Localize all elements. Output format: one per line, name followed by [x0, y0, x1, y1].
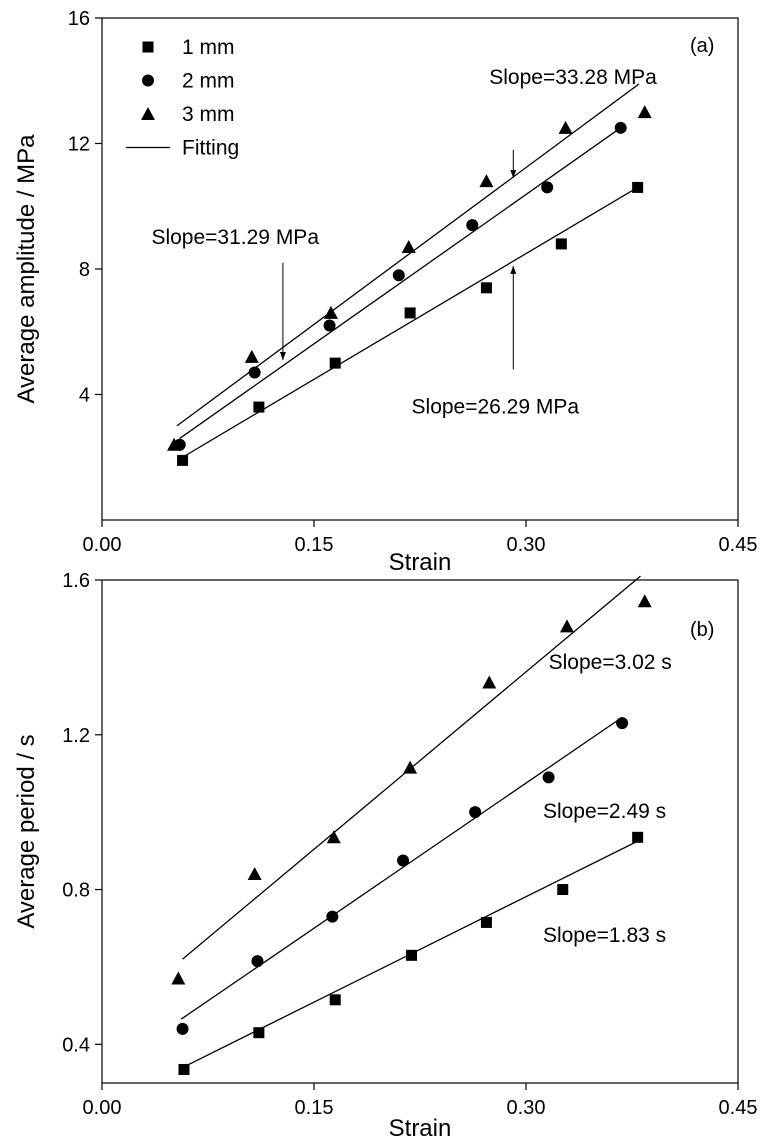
data-point	[253, 401, 265, 413]
data-point	[558, 120, 573, 134]
x-tick-label: 0.45	[719, 534, 758, 556]
x-tick-label: 0.00	[83, 534, 122, 556]
data-point	[406, 949, 418, 961]
x-tick-label: 0.30	[507, 534, 546, 556]
fit-line	[179, 127, 622, 439]
legend-label: 3 mm	[182, 103, 235, 126]
chart-panel-a: 0.00 0.15 0.30 0.45 4 8 12 16 Strain Average ampl…	[13, 8, 757, 576]
fit-line	[176, 83, 640, 427]
data-point	[479, 174, 494, 188]
slope-annotation: Slope=33.28 MPa	[489, 66, 657, 89]
slope-annotation: Slope=31.29 MPa	[151, 226, 319, 249]
data-point	[480, 916, 492, 928]
y-tick-label: 1.2	[62, 725, 90, 747]
annotation-arrow-head	[279, 351, 286, 360]
data-point	[248, 366, 261, 379]
y-tick-label: 1.6	[62, 570, 90, 592]
y-axis-label: Average amplitude / MPa	[13, 134, 40, 404]
data-point	[632, 181, 644, 193]
data-point	[244, 349, 259, 363]
data-point	[401, 240, 416, 254]
data-point	[167, 437, 182, 451]
series-1-mm	[177, 181, 644, 466]
data-point	[329, 357, 341, 369]
legend: 1 mm 2 mm 3 mm Fitting	[126, 36, 239, 160]
data-point	[555, 238, 567, 250]
legend-marker	[142, 74, 154, 87]
x-axis-label: Strain	[389, 549, 452, 576]
data-point	[557, 884, 569, 896]
y-tick-label: 12	[68, 134, 90, 156]
data-point	[323, 305, 338, 319]
y-tick-label: 8	[79, 259, 90, 281]
data-point	[329, 994, 341, 1006]
legend-label: Fitting	[182, 137, 239, 160]
x-axis-label: Strain	[389, 1115, 452, 1142]
data-point	[404, 307, 416, 319]
annotation-arrow-head	[510, 170, 517, 179]
data-point	[482, 675, 497, 689]
data-point	[251, 955, 264, 968]
data-point	[247, 867, 262, 881]
data-point	[403, 760, 418, 774]
data-point	[559, 619, 574, 633]
data-point	[616, 717, 629, 730]
y-tick-label: 16	[68, 8, 90, 30]
legend-label: 2 mm	[182, 70, 235, 93]
data-point	[397, 854, 410, 867]
slope-annotation: Slope=1.83 s	[543, 924, 666, 947]
legend-entry: 1 mm	[142, 36, 235, 59]
slope-annotation: Slope=26.29 MPa	[412, 395, 580, 418]
slope-annotation: Slope=2.49 s	[543, 800, 666, 823]
legend-marker	[142, 41, 154, 53]
data-point	[469, 806, 482, 819]
panel-label: (b)	[690, 619, 714, 641]
data-point	[637, 105, 652, 119]
panel-label: (a)	[690, 35, 714, 57]
data-point	[392, 269, 405, 282]
x-tick-label: 0.15	[295, 534, 334, 556]
data-point	[614, 121, 627, 134]
y-tick-label: 0.8	[62, 880, 90, 902]
data-point	[171, 971, 186, 985]
legend-marker	[141, 107, 155, 120]
x-tick-label: 0.15	[295, 1097, 334, 1119]
legend-label: 1 mm	[182, 36, 235, 59]
y-tick-label: 4	[79, 385, 90, 407]
fit-line	[180, 716, 623, 1020]
data-point	[176, 1022, 189, 1035]
data-point	[326, 910, 339, 923]
data-point	[178, 1063, 190, 1075]
series-2-mm	[176, 716, 629, 1035]
y-tick-label: 0.4	[62, 1034, 90, 1056]
series-3-mm	[167, 83, 652, 451]
chart-panel-b: 0.00 0.15 0.30 0.45 0.4 0.8 1.2 1.6 Strain Averag…	[13, 570, 757, 1142]
slope-annotation: Slope=3.02 s	[549, 651, 672, 674]
data-point	[542, 771, 555, 784]
y-axis-label: Average period / s	[13, 734, 40, 928]
data-point	[323, 319, 336, 332]
series-3-mm	[171, 575, 652, 985]
x-tick-label: 0.30	[507, 1097, 546, 1119]
data-point	[637, 594, 652, 608]
legend-entry: 3 mm	[141, 103, 235, 126]
data-point	[632, 831, 644, 843]
data-point	[480, 282, 492, 294]
legend-entry: 2 mm	[142, 70, 235, 93]
data-point	[177, 454, 189, 466]
plot-frame	[101, 579, 739, 1084]
data-point	[541, 181, 554, 194]
data-point	[253, 1027, 265, 1039]
annotation-arrow-head	[510, 265, 517, 274]
x-tick-label: 0.45	[719, 1097, 758, 1119]
data-point	[326, 830, 341, 844]
data-point	[466, 219, 479, 232]
legend-entry: Fitting	[126, 137, 239, 160]
x-tick-label: 0.00	[83, 1097, 122, 1119]
series-1-mm	[178, 831, 644, 1075]
